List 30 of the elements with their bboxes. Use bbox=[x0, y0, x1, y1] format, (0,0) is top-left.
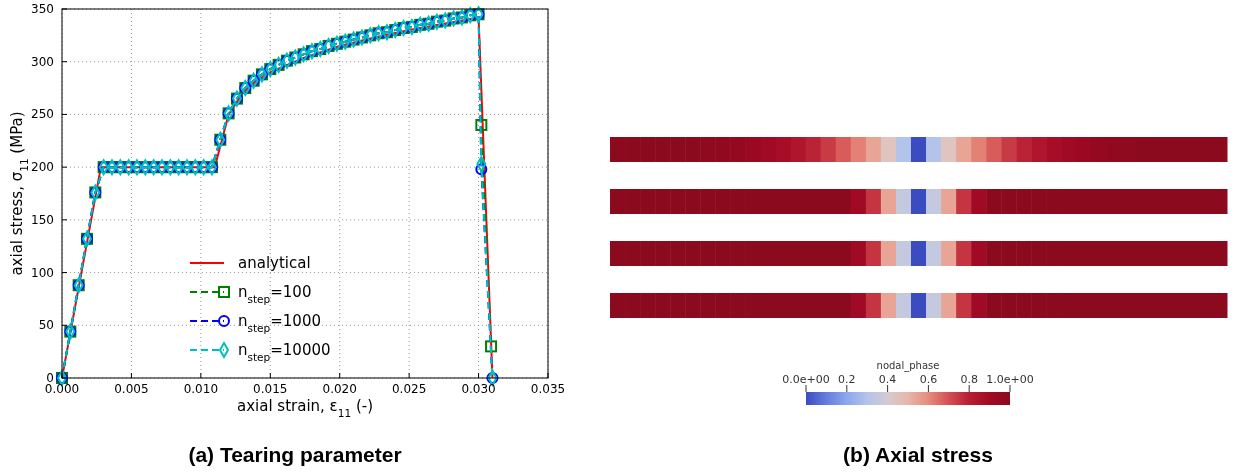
x-tick-label: 0.035 bbox=[530, 382, 566, 396]
x-tick-label: 0.000 bbox=[44, 382, 80, 396]
color-bar-label: 0.0e+00 bbox=[782, 373, 830, 386]
x-tick-label: 0.030 bbox=[461, 382, 496, 396]
y-tick-label: 350 bbox=[31, 2, 54, 16]
x-tick-label: 0.015 bbox=[253, 382, 288, 396]
y-tick-label: 50 bbox=[38, 318, 54, 333]
color-bar-label: 0.2 bbox=[838, 373, 856, 386]
y-tick-label: 150 bbox=[31, 212, 54, 227]
x-tick-label: 0.025 bbox=[391, 382, 427, 396]
color-bar-label: 0.4 bbox=[878, 373, 897, 386]
color-bar-label: 0.6 bbox=[919, 373, 938, 386]
text: (b) Axial stress bbox=[843, 443, 993, 466]
x-tick-label: 0.005 bbox=[114, 382, 149, 396]
y-tick-label: 0 bbox=[46, 371, 54, 385]
x-axis-title: axial strain, ε$_{11}$ (-) bbox=[236, 397, 374, 419]
x-tick-label: 0.020 bbox=[322, 382, 357, 396]
legend-label: analytical bbox=[238, 254, 311, 272]
y-tick-label: 200 bbox=[31, 160, 54, 175]
color-bar-title: nodal_phase bbox=[876, 360, 940, 372]
x-tick-label: 0.010 bbox=[183, 382, 219, 396]
legend-label: n$_{step}$=100 bbox=[238, 283, 312, 305]
y-tick-label: 100 bbox=[31, 265, 54, 280]
legend-label: n$_{step}$=10000 bbox=[238, 341, 331, 363]
legend-label: n$_{step}$=1000 bbox=[238, 312, 321, 334]
y-tick-label: 250 bbox=[31, 107, 54, 122]
color-bar-label: 1.0e+00 bbox=[986, 373, 1034, 386]
y-tick-label: 300 bbox=[31, 54, 54, 69]
text: (a) Tearing parameter bbox=[188, 443, 402, 466]
color-bar-label: 0.8 bbox=[960, 373, 978, 386]
